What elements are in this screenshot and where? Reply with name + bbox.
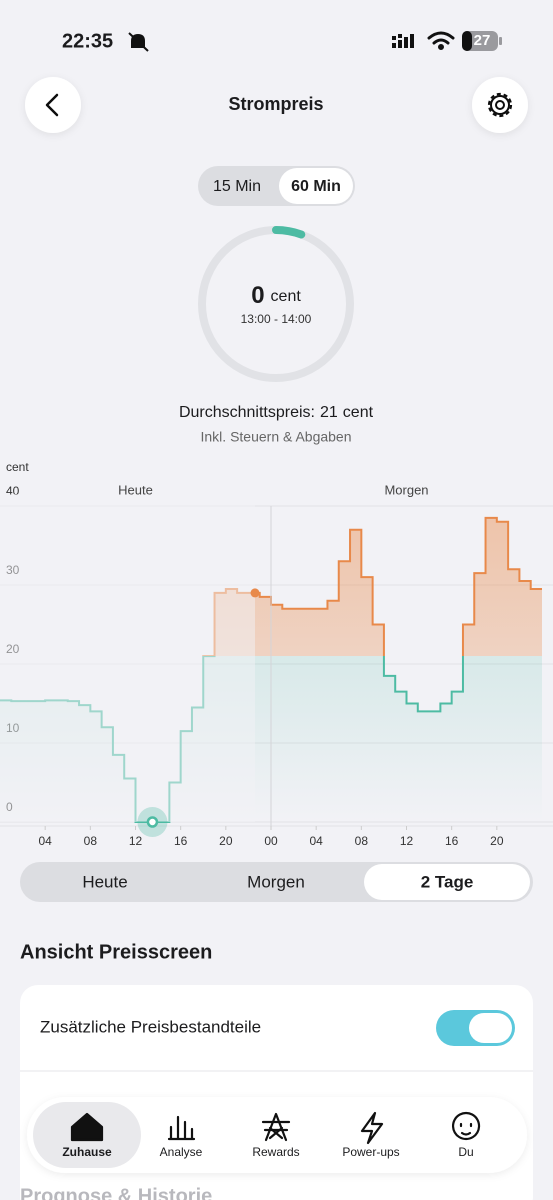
x-tick-label: 20: [219, 834, 233, 848]
tab-label[interactable]: Power-ups: [342, 1145, 399, 1159]
signal-icon: [392, 34, 414, 48]
tab-icon: [261, 1112, 291, 1142]
segment-selected: [279, 168, 353, 204]
x-tick-label: 04: [309, 834, 323, 848]
average-price: Durchschnittspreis: 21 cent: [179, 404, 374, 421]
status-time: 22:35: [62, 30, 113, 52]
current-marker: [250, 588, 260, 598]
gauge-value: 0: [251, 282, 264, 309]
x-tick-label: 08: [84, 834, 98, 848]
tab-icon: [360, 1111, 384, 1145]
gauge-reading: 0 cent: [251, 282, 301, 309]
tab-label[interactable]: Du: [458, 1145, 473, 1159]
x-tick-label: 20: [490, 834, 504, 848]
past-overlay: [0, 494, 256, 822]
segment-option[interactable]: 15 Min: [213, 178, 261, 195]
mute-icon: [128, 32, 149, 52]
x-tick-label: 16: [445, 834, 459, 848]
page-title: Strompreis: [228, 94, 323, 114]
average-unit: cent: [343, 404, 374, 421]
x-tick-label: 00: [264, 834, 278, 848]
price-chart: 010203040HeuteMorgen04081216200004081216…: [0, 482, 553, 848]
wifi-icon: [427, 31, 455, 50]
segment-option[interactable]: Morgen: [247, 872, 305, 891]
x-tick-label: 12: [129, 834, 143, 848]
segment-option[interactable]: Heute: [82, 872, 127, 891]
selected-marker: [146, 816, 159, 828]
segment-option[interactable]: 60 Min: [291, 178, 341, 195]
tab-icon: [167, 1115, 196, 1141]
gauge-arc: [272, 226, 306, 239]
average-note: Inkl. Steuern & Abgaben: [201, 429, 352, 445]
tab-label[interactable]: Analyse: [160, 1145, 203, 1159]
tab-icon: [70, 1112, 104, 1142]
battery-level: 27: [474, 32, 491, 49]
gauge-unit: cent: [271, 288, 302, 305]
battery-icon: [462, 31, 502, 51]
segment-option[interactable]: 2 Tage: [421, 872, 474, 891]
segment-selected: [364, 864, 530, 900]
settings-button[interactable]: [472, 77, 528, 133]
x-tick-label: 16: [174, 834, 188, 848]
day-label: Morgen: [384, 482, 428, 497]
back-button[interactable]: [25, 77, 81, 133]
tab-icon: [451, 1111, 481, 1141]
x-tick-label: 12: [400, 834, 414, 848]
next-section-title: Prognose & Historie: [20, 1185, 212, 1200]
day-label: Heute: [118, 482, 153, 497]
tab-label[interactable]: Rewards: [252, 1145, 299, 1159]
average-value: 21: [320, 404, 338, 421]
x-tick-label: 08: [355, 834, 369, 848]
y-axis-label: cent: [6, 460, 29, 474]
toggle-knob: [469, 1013, 512, 1043]
gauge-time: 13:00 - 14:00: [241, 312, 312, 326]
setting-label: Zusätzliche Preisbestandteile: [40, 1017, 261, 1036]
average-label: Durchschnittspreis:: [179, 404, 315, 421]
x-tick-label: 04: [38, 834, 52, 848]
section-title: Ansicht Preisscreen: [20, 941, 212, 963]
tab-label[interactable]: Zuhause: [62, 1145, 112, 1159]
